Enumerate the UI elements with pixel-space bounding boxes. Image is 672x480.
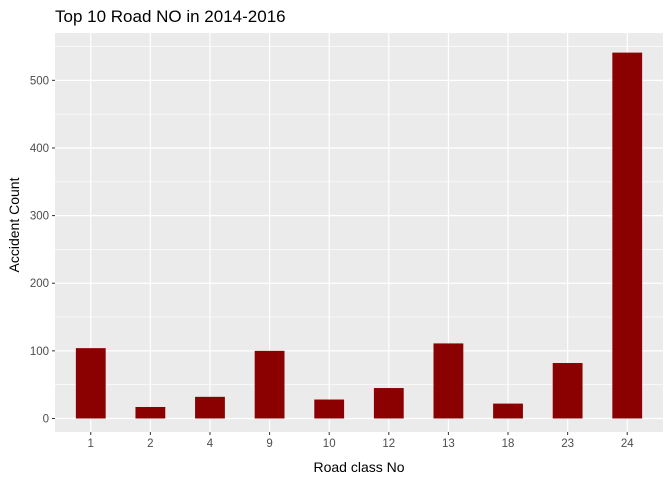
y-tick-label: 100 (30, 346, 49, 358)
x-tick-label: 10 (323, 438, 336, 450)
bar-18 (493, 403, 523, 419)
y-tick-label: 200 (30, 278, 49, 290)
x-axis-title: Road class No (313, 459, 404, 475)
x-tick-label: 13 (442, 438, 455, 450)
bar-24 (612, 52, 643, 419)
y-tick-label: 0 (43, 413, 49, 425)
bar-9 (254, 350, 285, 419)
x-tick-label: 4 (207, 438, 214, 450)
y-axis-title: Accident Count (6, 177, 22, 272)
x-tick-label: 9 (266, 438, 272, 450)
x-tick-label: 1 (88, 438, 94, 450)
x-tick-label: 24 (621, 438, 634, 450)
bars (75, 52, 643, 419)
y-tick-label: 300 (30, 211, 49, 223)
x-tick-label: 23 (561, 438, 574, 450)
y-tick-label: 400 (30, 143, 49, 155)
y-tick-label: 500 (30, 75, 49, 87)
bar-13 (433, 343, 464, 419)
bar-12 (373, 388, 404, 419)
bar-4 (195, 396, 225, 419)
x-tick-label: 18 (502, 438, 515, 450)
x-tick-label: 2 (147, 438, 153, 450)
bar-1 (75, 348, 106, 419)
chart-title: Top 10 Road NO in 2014-2016 (55, 7, 286, 26)
bar-23 (552, 363, 583, 419)
x-tick-label: 12 (382, 438, 395, 450)
bar-2 (135, 406, 166, 419)
bar-10 (314, 399, 345, 419)
